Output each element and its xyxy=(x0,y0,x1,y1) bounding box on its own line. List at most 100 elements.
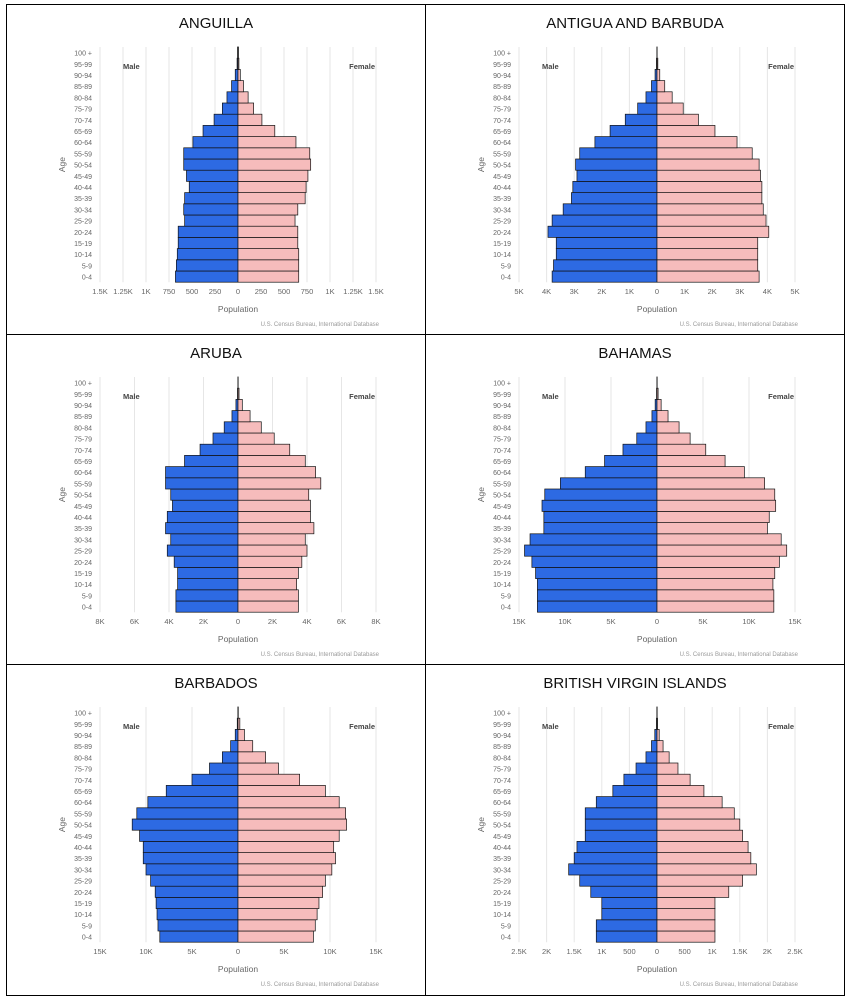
age-group-label: 85-89 xyxy=(74,744,92,751)
population-pyramid: 0-4 5-9 10-14 15-19 20-24 25-29 30-34 35-39 40-4… xyxy=(476,706,803,988)
age-group-label: 100 + xyxy=(74,51,92,58)
female-bar xyxy=(237,203,299,216)
age-group-label: 85-89 xyxy=(493,84,511,91)
x-tick-label: 2K xyxy=(597,287,606,296)
male-bar xyxy=(176,259,239,272)
age-group-label: 50-54 xyxy=(493,823,511,830)
male-bar xyxy=(131,818,239,831)
male-bar xyxy=(186,169,239,182)
x-tick-label: 3K xyxy=(570,287,579,296)
female-bar xyxy=(237,69,241,81)
age-group-label: 95-99 xyxy=(493,722,511,729)
x-axis-title: Population xyxy=(218,964,258,974)
male-bar xyxy=(579,874,658,887)
age-group-label: 40-44 xyxy=(74,515,92,522)
age-group-label: 70-74 xyxy=(493,448,511,455)
age-group-label: 15-19 xyxy=(493,901,511,908)
female-bar xyxy=(656,511,770,523)
female-bar xyxy=(237,600,299,613)
x-tick-label: 6K xyxy=(130,617,139,626)
age-group-label: 35-39 xyxy=(493,526,511,533)
legend-male-label: Male xyxy=(542,722,559,731)
female-bar xyxy=(237,443,291,456)
male-bar xyxy=(551,214,658,227)
female-bar xyxy=(237,785,326,797)
age-group-label: 70-74 xyxy=(74,118,92,125)
male-bar xyxy=(595,919,658,932)
age-group-label: 70-74 xyxy=(74,778,92,785)
x-tick-label: 10K xyxy=(558,617,571,626)
male-bar xyxy=(543,522,658,535)
age-group-label: 20-24 xyxy=(74,230,92,237)
female-bar xyxy=(237,729,245,741)
age-group-label: 75-79 xyxy=(74,107,92,114)
female-bar xyxy=(237,158,312,171)
x-tick-label: 0 xyxy=(236,617,240,626)
male-bar xyxy=(529,533,658,546)
x-tick-label: 1.25K xyxy=(113,287,133,296)
age-group-label: 80-84 xyxy=(493,755,511,762)
female-bar xyxy=(656,567,776,579)
age-group-label: 100 + xyxy=(493,51,511,58)
x-tick-label: 1K xyxy=(141,287,150,296)
female-bar xyxy=(656,125,716,137)
male-bar xyxy=(231,80,239,93)
female-bar xyxy=(656,555,780,568)
age-group-label: 35-39 xyxy=(74,196,92,203)
male-bar xyxy=(184,192,239,205)
age-group-label: 40-44 xyxy=(493,845,511,852)
male-bar xyxy=(535,567,658,579)
age-group-label: 40-44 xyxy=(493,515,511,522)
female-bar xyxy=(656,102,684,115)
legend-female-label: Female xyxy=(349,722,375,731)
female-bar xyxy=(656,421,680,434)
y-axis-title: Age xyxy=(57,817,67,832)
legend-male-label: Male xyxy=(123,722,140,731)
female-bar xyxy=(656,751,670,764)
population-pyramid: 0-4 5-9 10-14 15-19 20-24 25-29 30-34 35-39 40-4… xyxy=(57,376,381,658)
age-group-label: 5-9 xyxy=(501,593,511,600)
female-bar xyxy=(237,740,254,753)
male-bar xyxy=(612,785,658,797)
male-bar xyxy=(147,796,239,809)
chart-panel-british-virgin-islands: BRITISH VIRGIN ISLANDS 0-4 5-9 10-14 15-19 2… xyxy=(425,664,845,996)
x-tick-label: 1.5K xyxy=(566,947,581,956)
female-bar xyxy=(656,908,716,921)
chart-title: BARBADOS xyxy=(174,675,258,692)
x-tick-label: 6K xyxy=(337,617,346,626)
age-group-label: 60-64 xyxy=(493,140,511,147)
male-bar xyxy=(230,740,239,753)
x-tick-label: 15K xyxy=(93,947,106,956)
age-group-label: 100 + xyxy=(74,711,92,718)
female-bar xyxy=(237,841,335,853)
male-bar xyxy=(157,919,239,932)
female-bar xyxy=(237,455,306,467)
male-bar xyxy=(594,136,658,149)
female-bar xyxy=(656,533,782,546)
male-bar xyxy=(142,852,239,865)
x-tick-label: 0 xyxy=(655,617,659,626)
female-bar xyxy=(656,248,759,261)
source-credit: U.S. Census Bureau, International Databa… xyxy=(261,982,380,988)
x-tick-label: 750 xyxy=(301,287,314,296)
male-bar xyxy=(571,192,658,205)
x-tick-label: 1.5K xyxy=(732,947,747,956)
x-tick-label: 1.5K xyxy=(92,287,107,296)
male-bar xyxy=(222,751,239,764)
x-tick-label: 2K xyxy=(708,287,717,296)
x-tick-label: 500 xyxy=(186,287,199,296)
x-tick-label: 10K xyxy=(742,617,755,626)
age-group-label: 90-94 xyxy=(493,733,511,740)
female-bar xyxy=(656,399,662,411)
age-group-label: 0-4 xyxy=(501,605,511,612)
age-group-label: 90-94 xyxy=(493,73,511,80)
female-bar xyxy=(656,773,691,786)
male-bar xyxy=(165,522,239,535)
x-tick-label: 1.5K xyxy=(368,287,383,296)
age-group-label: 80-84 xyxy=(74,425,92,432)
x-tick-label: 2.5K xyxy=(511,947,526,956)
male-bar xyxy=(175,600,239,613)
female-bar xyxy=(656,852,752,865)
male-bar xyxy=(560,477,658,490)
male-bar xyxy=(651,80,658,93)
